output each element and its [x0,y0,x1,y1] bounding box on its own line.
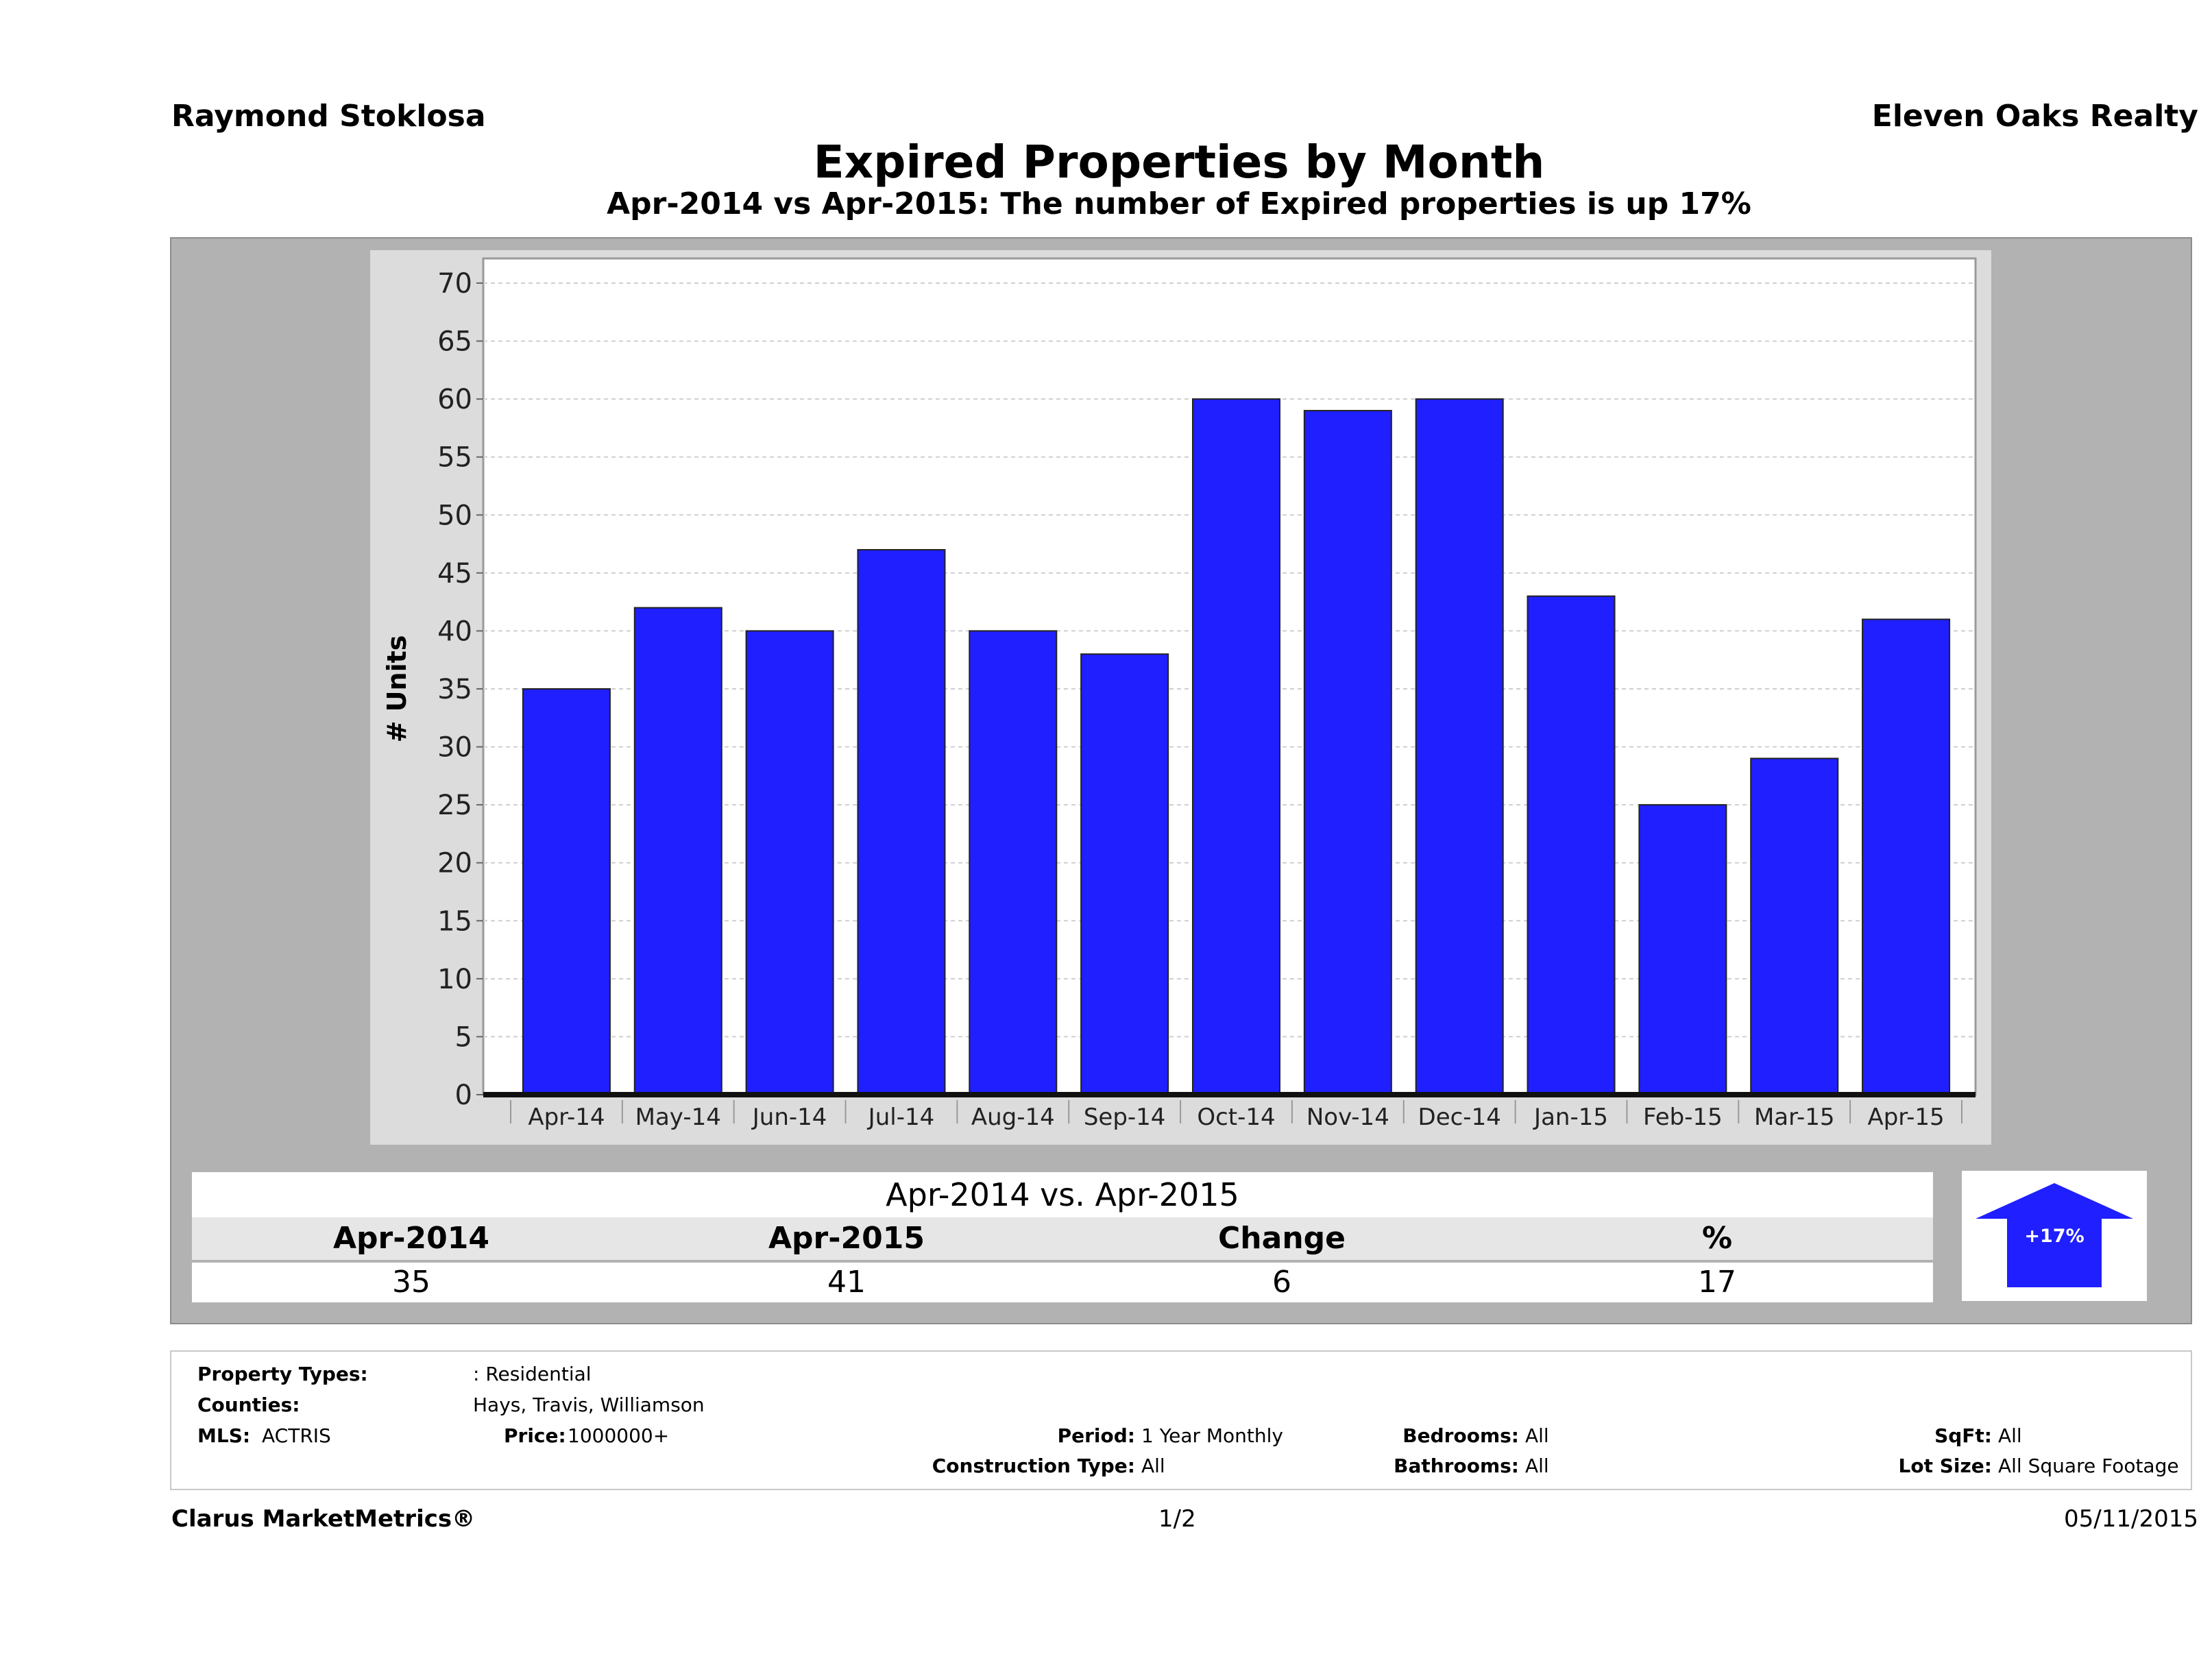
bar [1303,410,1392,1096]
y-tick-label: 35 [437,674,472,705]
y-tick-label: 30 [437,732,472,764]
comparison-header-change: Change [1218,1221,1346,1256]
chart-subtitle: Apr-2014 vs Apr-2015: The number of Expi… [607,186,1751,221]
bar [857,549,946,1095]
y-axis-label: # Units [382,635,412,743]
bar [969,630,1058,1095]
y-tick-label: 40 [437,616,472,647]
bedrooms-label: Bedrooms: [1402,1424,1519,1447]
x-tick-label: Dec-14 [1418,1104,1501,1131]
y-tick-label: 65 [437,326,472,358]
sqft-label: SqFt: [1934,1424,1992,1447]
change-badge-label: +17% [2024,1226,2085,1247]
bar [522,688,611,1095]
bar [633,607,722,1095]
bar-chart: 0 5 10 15 20 25 30 35 40 45 50 55 60 65 70 # Units Apr-1… [382,257,1977,1131]
y-tick-label: 70 [437,268,472,300]
change-badge: +17% [1962,1171,2147,1301]
comparison-header-row: Apr-2014 Apr-2015 Change % [192,1217,1933,1260]
x-tick-label: May-14 [635,1104,721,1131]
footer-brand: Clarus MarketMetrics® [171,1505,476,1533]
y-tick-label: 0 [455,1080,472,1111]
bathrooms-value: All [1525,1455,1549,1477]
bar [1080,653,1169,1095]
bar [1862,618,1951,1095]
y-tick-label: 55 [437,442,472,474]
x-tick-label: Aug-14 [971,1104,1055,1131]
bathrooms-label: Bathrooms: [1394,1455,1519,1477]
mls-value: ACTRIS [262,1424,331,1447]
property-types-label: Property Types: [197,1363,368,1385]
bar [1415,398,1504,1095]
report-date: 05/11/2015 [2064,1505,2198,1533]
period-value: 1 Year Monthly [1141,1424,1284,1447]
search-criteria: Property Types: : Residential Counties: … [170,1350,2192,1490]
property-types-value: : Residential [473,1363,592,1385]
y-tick-label: 25 [437,790,472,821]
comparison-value-row: 35 41 6 17 [192,1263,1933,1302]
counties-value: Hays, Travis, Williamson [473,1394,705,1416]
construction-type-label: Construction Type: [932,1455,1135,1477]
x-tick-label: Mar-15 [1754,1104,1835,1131]
y-tick-label: 60 [437,384,472,415]
comparison-header-from: Apr-2014 [333,1221,489,1256]
x-tick-label: Oct-14 [1197,1104,1275,1131]
price-label: Price: [504,1424,566,1447]
lot-size-label: Lot Size: [1898,1455,1992,1477]
x-tick-label: Jul-14 [867,1104,935,1131]
y-tick-label: 45 [437,558,472,589]
comparison-value-percent: 17 [1698,1265,1736,1300]
comparison-header-to: Apr-2015 [768,1221,925,1256]
agent-name: Raymond Stoklosa [171,99,486,134]
x-tick-label: Feb-15 [1643,1104,1723,1131]
x-tick-label: Nov-14 [1306,1104,1389,1131]
bar [745,630,834,1095]
x-tick-label: Jun-14 [751,1104,827,1131]
comparison-header-percent: % [1701,1221,1733,1256]
comparison-value-from: 35 [392,1265,430,1300]
construction-type-value: All [1141,1455,1165,1477]
bar [1750,757,1839,1095]
bar [1191,398,1281,1095]
counties-label: Counties: [197,1394,300,1416]
y-tick-label: 15 [437,905,472,937]
comparison-value-to: 41 [827,1265,866,1300]
broker-name: Eleven Oaks Realty [1871,99,2198,134]
y-tick-label: 50 [437,500,472,531]
y-tick-label: 10 [437,964,472,995]
bedrooms-value: All [1525,1424,1549,1447]
page-number: 1/2 [1158,1505,1196,1533]
x-tick-label: Jan-15 [1533,1104,1608,1131]
mls-label: MLS: [197,1424,251,1447]
lot-size-value: All Square Footage [1998,1455,2179,1477]
bar [1638,804,1727,1096]
period-label: Period: [1057,1424,1135,1447]
x-tick-label: Apr-14 [528,1104,605,1131]
x-tick-label: Apr-15 [1867,1104,1944,1131]
y-tick-label: 20 [437,848,472,879]
chart-title: Expired Properties by Month [813,136,1545,189]
x-tick-label: Sep-14 [1084,1104,1166,1131]
sqft-value: All [1998,1424,2022,1447]
price-value: 1000000+ [568,1424,670,1447]
y-tick-label: 5 [455,1021,472,1053]
comparison-value-change: 6 [1272,1265,1291,1300]
comparison-title: Apr-2014 vs. Apr-2015 [192,1172,1933,1217]
bar [1527,595,1616,1095]
up-arrow-icon [1976,1183,2133,1287]
